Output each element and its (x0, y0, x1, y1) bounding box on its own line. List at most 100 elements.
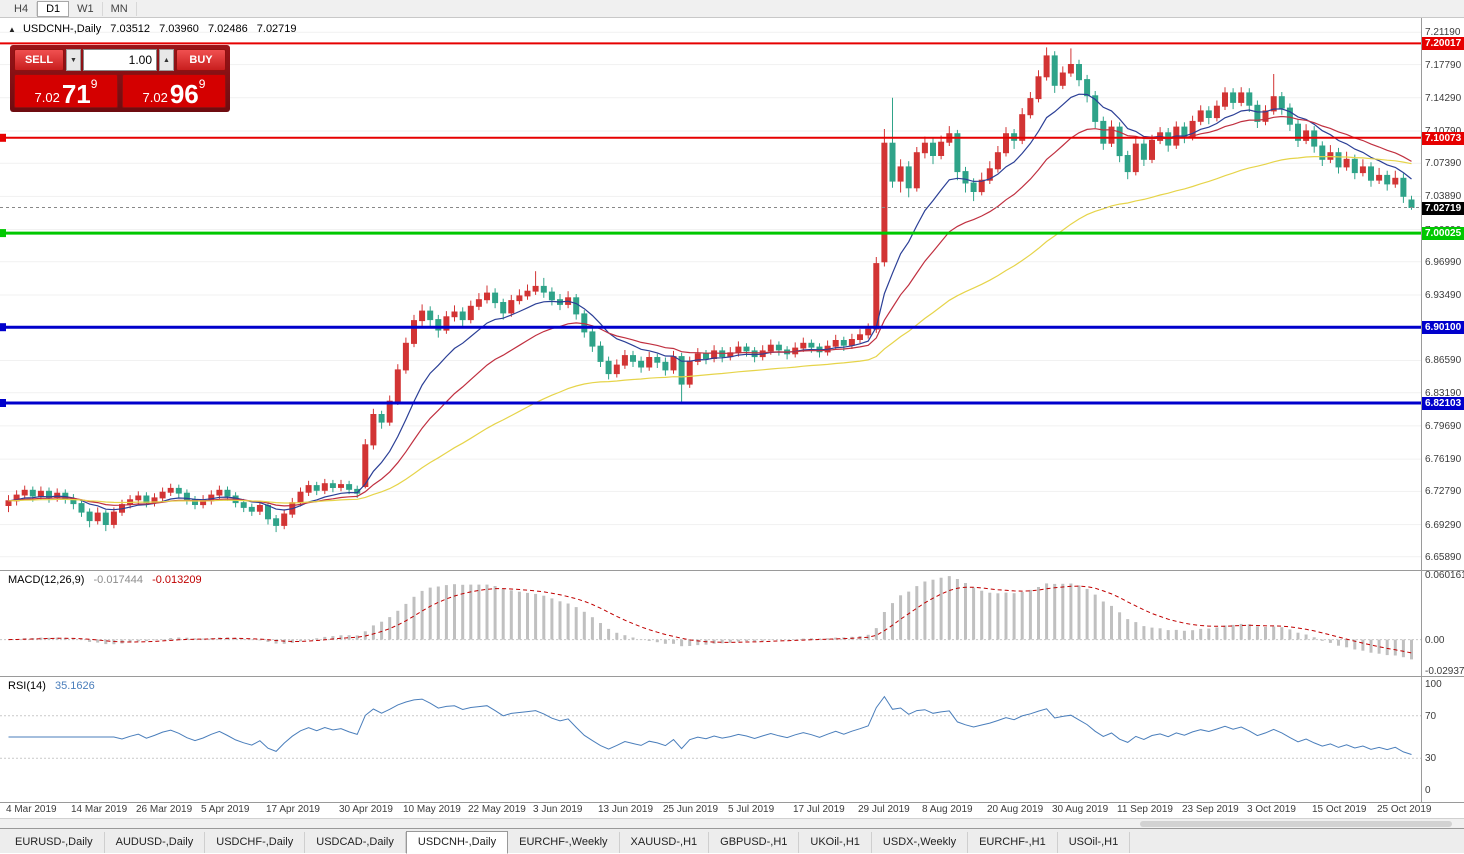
chart-tab-usoil-h1[interactable]: USOil-,H1 (1058, 832, 1131, 853)
one-click-trading-panel: SELL ▼ ▲ BUY 7.02 71 9 7.02 96 9 (10, 45, 230, 112)
date-label: 30 Apr 2019 (339, 804, 393, 815)
pane-divider (0, 802, 1464, 803)
price-tick-label: 6.76190 (1425, 454, 1462, 466)
date-label: 5 Jul 2019 (728, 804, 775, 815)
rsi-axis-label: 70 (1425, 710, 1437, 722)
date-label: 11 Sep 2019 (1117, 804, 1173, 815)
macd-axis-label: -0.029378 (1425, 666, 1464, 678)
price-axis-separator (1421, 18, 1422, 802)
horizontal-scrollbar[interactable] (0, 818, 1464, 828)
date-label: 10 May 2019 (403, 804, 461, 815)
chart-tab-eurchf-weekly[interactable]: EURCHF-,Weekly (508, 832, 620, 853)
timeframe-toolbar: H4 D1 W1 MN (0, 0, 1464, 18)
price-tick-label: 7.10790 (1425, 126, 1461, 137)
spin-down-icon: ▼ (70, 56, 77, 64)
current-price-tag: 7.02719 (1422, 201, 1464, 215)
price-level-tag[interactable]: 6.90100 (1422, 321, 1464, 335)
macd-value: -0.017444 (93, 574, 144, 586)
pane-divider[interactable] (0, 676, 1464, 677)
bid-prefix: 7.02 (34, 90, 60, 105)
date-label: 8 Aug 2019 (922, 804, 973, 815)
date-label: 14 Mar 2019 (71, 804, 128, 815)
date-label: 5 Apr 2019 (201, 804, 250, 815)
price-tick-label: 7.17790 (1425, 59, 1462, 71)
pane-divider[interactable] (0, 570, 1464, 571)
bid-price-button[interactable]: 7.02 71 9 (14, 74, 118, 108)
period-button-d1[interactable]: D1 (37, 0, 70, 17)
price-tick-label: 6.86590 (1425, 355, 1462, 367)
macd-axis-label: 0.060161 (1425, 569, 1464, 581)
sell-button[interactable]: SELL (14, 49, 64, 71)
buy-button[interactable]: BUY (176, 49, 226, 71)
price-level-tag[interactable]: 7.20017 (1422, 37, 1464, 51)
date-label: 17 Jul 2019 (793, 804, 845, 815)
price-tick-label: 6.65890 (1425, 551, 1462, 563)
chart-tab-usdcnh-daily[interactable]: USDCNH-,Daily (405, 831, 509, 854)
date-label: 23 Sep 2019 (1182, 804, 1239, 815)
volume-input[interactable] (83, 49, 157, 71)
chart-title: ▲ USDCNH-,Daily 7.03512 7.03960 7.02486 … (8, 23, 297, 35)
price-tick-label: 6.72790 (1425, 486, 1462, 498)
rsi-indicator-chart[interactable] (0, 676, 1421, 802)
price-axis: 7.21190 7.17790 7.14290 7.10790 7.07390 7.038… (1422, 18, 1464, 818)
chart-tab-usdx-weekly[interactable]: USDX-,Weekly (872, 832, 969, 853)
date-label: 20 Aug 2019 (987, 804, 1044, 815)
price-tick-label: 7.07390 (1425, 158, 1462, 170)
chart-tab-gbpusd-h1[interactable]: GBPUSD-,H1 (709, 832, 800, 853)
chart-tab-bar: EURUSD-,Daily AUDUSD-,Daily USDCHF-,Daily U… (0, 828, 1464, 854)
chart-tab-usdcad-daily[interactable]: USDCAD-,Daily (305, 832, 406, 853)
date-label: 25 Oct 2019 (1377, 804, 1432, 815)
volume-increase-button[interactable]: ▲ (159, 49, 174, 71)
chart-tab-audusd-daily[interactable]: AUDUSD-,Daily (105, 832, 206, 853)
ask-point: 9 (198, 77, 206, 91)
volume-decrease-button[interactable]: ▼ (66, 49, 81, 71)
chart-tab-eurusd-daily[interactable]: EURUSD-,Daily (4, 832, 105, 853)
rsi-axis-label: 100 (1425, 679, 1442, 690)
chart-tab-eurchf-h1[interactable]: EURCHF-,H1 (968, 832, 1058, 853)
date-label: 29 Jul 2019 (858, 804, 910, 815)
rsi-value: 35.1626 (54, 680, 95, 692)
price-level-tag[interactable]: 7.10073 (1422, 131, 1464, 145)
period-button-h4[interactable]: H4 (6, 1, 38, 16)
macd-indicator-chart[interactable] (0, 570, 1421, 676)
macd-title: MACD(12,26,9) (8, 574, 85, 586)
ohlc-high: 7.03960 (159, 23, 199, 35)
rsi-axis-label: 0 (1425, 785, 1431, 796)
chart-tab-usdchf-daily[interactable]: USDCHF-,Daily (205, 832, 306, 853)
spin-up-icon: ▲ (163, 56, 170, 64)
date-label: 25 Jun 2019 (663, 804, 719, 815)
bid-point: 9 (90, 77, 98, 91)
date-label: 15 Oct 2019 (1312, 804, 1367, 815)
price-tick-label: 7.14290 (1425, 92, 1462, 104)
period-button-mn[interactable]: MN (103, 1, 137, 16)
price-level-tag[interactable]: 6.82103 (1422, 397, 1464, 411)
ask-prefix: 7.02 (142, 90, 168, 105)
main-price-chart[interactable] (0, 18, 1421, 570)
date-label: 30 Aug 2019 (1052, 804, 1109, 815)
ohlc-close: 7.02719 (256, 23, 297, 35)
time-axis[interactable]: 4 Mar 2019 14 Mar 2019 26 Mar 2019 5 Apr 20… (0, 802, 1431, 818)
price-tick-label: 6.79690 (1425, 420, 1462, 432)
chart-tab-ukoil-h1[interactable]: UKOil-,H1 (799, 832, 872, 853)
chart-tab-xauusd-h1[interactable]: XAUUSD-,H1 (620, 832, 710, 853)
bid-pips: 71 (61, 79, 91, 109)
date-label: 3 Jun 2019 (533, 804, 583, 815)
date-label: 26 Mar 2019 (136, 804, 193, 815)
date-label: 22 May 2019 (468, 804, 526, 815)
period-button-w1[interactable]: W1 (69, 1, 103, 16)
date-label: 17 Apr 2019 (266, 804, 320, 815)
price-tick-label: 6.93490 (1425, 290, 1462, 302)
chart-symbol: USDCNH-,Daily (22, 23, 102, 35)
rsi-title: RSI(14) (8, 680, 46, 692)
macd-axis-label: 0.00 (1425, 634, 1445, 646)
ask-price-button[interactable]: 7.02 96 9 (122, 74, 226, 108)
price-level-tag[interactable]: 7.00025 (1422, 227, 1464, 241)
date-label: 13 Jun 2019 (598, 804, 654, 815)
ohlc-low: 7.02486 (207, 23, 248, 35)
macd-signal-value: -0.013209 (152, 574, 202, 586)
one-click-collapse-icon[interactable]: ▲ (8, 25, 16, 34)
price-tick-label: 6.69290 (1425, 519, 1462, 531)
price-tick-label: 6.96990 (1425, 256, 1462, 268)
scrollbar-thumb[interactable] (1140, 821, 1452, 827)
